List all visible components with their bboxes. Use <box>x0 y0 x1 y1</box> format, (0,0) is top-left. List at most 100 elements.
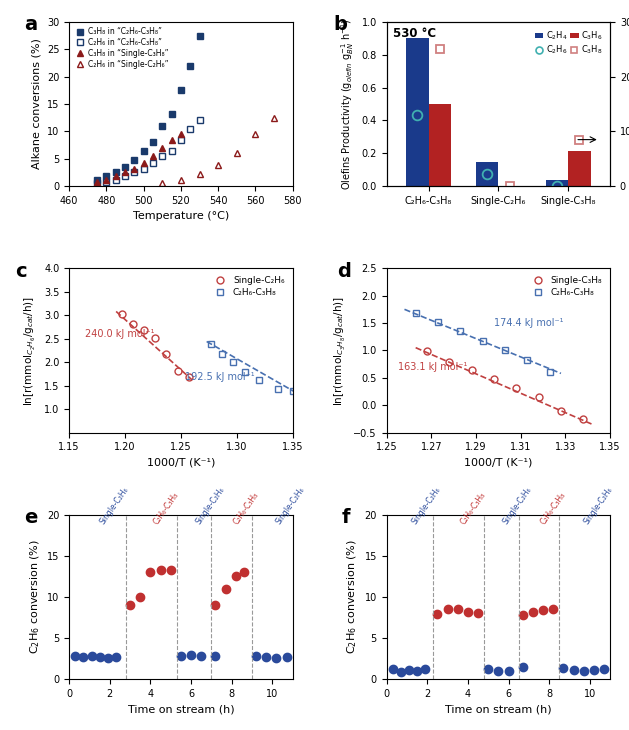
Line: C₃H₈ in “Single-C₃H₈”: C₃H₈ in “Single-C₃H₈” <box>94 131 184 185</box>
Text: Single-C₂H₆: Single-C₂H₆ <box>410 485 442 526</box>
Single-C₂H₆ <box>118 310 126 318</box>
C₂H₆-C₃H₈ <box>241 368 248 377</box>
C₂H₆-C₃H₈ <box>546 368 554 377</box>
Single-C₃H₈ <box>468 365 476 374</box>
Y-axis label: Olefins Productivity (g$_{olefin}$ g$_{BN}^{-1}$ h$^{-1}$): Olefins Productivity (g$_{olefin}$ g$_{B… <box>339 18 356 190</box>
Legend: C$_2$H$_4$, C$_2$H$_6$, C$_3$H$_6$, C$_3$H$_8$: C$_2$H$_4$, C$_2$H$_6$, C$_3$H$_6$, C$_3… <box>532 26 606 59</box>
C₂H₆ in “C₂H₆-C₃H₈” <box>103 177 110 186</box>
Text: 174.4 kJ mol⁻¹: 174.4 kJ mol⁻¹ <box>494 318 564 328</box>
Bar <box>428 104 451 186</box>
C₂H₆ in “Single-C₂H₆” <box>270 113 278 122</box>
C₂H₆ in “C₂H₆-C₃H₈” <box>121 172 129 180</box>
C₂H₆ in “C₂H₆-C₃H₈” <box>168 146 175 155</box>
C₂H₆-C₃H₈ <box>501 346 509 355</box>
Bar <box>546 180 568 186</box>
C₃H₈ in “C₂H₆-C₃H₈” <box>186 61 194 70</box>
C₃H₈ in “Single-C₃H₈” <box>177 130 185 139</box>
Bar <box>406 38 428 186</box>
C₃H₈ in “C₂H₆-C₃H₈” <box>168 110 175 118</box>
Single-C₂H₆ <box>152 334 159 342</box>
Legend: C₃H₈ in “C₂H₆-C₃H₈”, C₂H₆ in “C₂H₆-C₃H₈”, C₃H₈ in “Single-C₃H₈”, C₂H₆ in “Single: C₃H₈ in “C₂H₆-C₃H₈”, C₂H₆ in “C₂H₆-C₃H₈”… <box>73 26 170 71</box>
C₂H₆ in “Single-C₂H₆” <box>233 149 241 158</box>
Text: 192.5 kJ mol⁻¹: 192.5 kJ mol⁻¹ <box>186 372 255 382</box>
C₂H₆ in “C₂H₆-C₃H₈” <box>131 168 138 177</box>
C₂H₆-C₃H₈ <box>218 350 226 358</box>
Single-C₃H₈ <box>423 347 431 356</box>
Legend: Single-C₂H₆, C₂H₆-C₃H₈: Single-C₂H₆, C₂H₆-C₃H₈ <box>211 273 288 301</box>
C₃H₈ in “C₂H₆-C₃H₈” <box>196 31 203 40</box>
Line: C₂H₆ in “C₂H₆-C₃H₈”: C₂H₆ in “C₂H₆-C₃H₈” <box>94 118 203 187</box>
C₂H₆ in “Single-C₂H₆” <box>214 161 222 170</box>
X-axis label: 1000/T (K⁻¹): 1000/T (K⁻¹) <box>147 458 215 468</box>
C₃H₈ in “Single-C₃H₈” <box>103 175 110 184</box>
Single-C₃H₈ <box>490 374 498 383</box>
Text: Single-C₂H₆: Single-C₂H₆ <box>194 485 226 526</box>
Single-C₂H₆ <box>174 366 181 375</box>
Text: b: b <box>333 15 347 34</box>
Text: C₂H₆-C₃H₈: C₂H₆-C₃H₈ <box>459 491 487 526</box>
Line: Single-C₃H₈: Single-C₃H₈ <box>423 348 587 423</box>
Single-C₂H₆ <box>140 326 148 334</box>
Single-C₃H₈ <box>513 383 520 392</box>
C₂H₆-C₃H₈ <box>208 340 215 349</box>
C₃H₈ in “C₂H₆-C₃H₈” <box>131 155 138 164</box>
C₃H₈ in “C₂H₆-C₃H₈” <box>140 146 147 155</box>
C₃H₈ in “Single-C₃H₈” <box>93 177 101 186</box>
C₂H₆ in “Single-C₂H₆” <box>252 130 259 139</box>
C₃H₈ in “C₂H₆-C₃H₈” <box>159 121 166 130</box>
C₃H₈ in “C₂H₆-C₃H₈” <box>177 86 185 95</box>
X-axis label: Temperature (°C): Temperature (°C) <box>133 212 229 221</box>
Line: C₂H₆-C₃H₈: C₂H₆-C₃H₈ <box>412 310 554 376</box>
C₂H₆ in “C₂H₆-C₃H₈” <box>186 124 194 133</box>
Y-axis label: C$_2$H$_6$ conversion (%): C$_2$H$_6$ conversion (%) <box>28 539 42 654</box>
C₃H₈ in “Single-C₃H₈” <box>159 143 166 152</box>
C₂H₆ in “Single-C₂H₆” <box>159 179 166 188</box>
C₂H₆ in “C₂H₆-C₃H₈” <box>149 158 157 167</box>
Text: Single-C₂H₆: Single-C₂H₆ <box>274 485 307 526</box>
C₂H₆-C₃H₈ <box>230 358 237 366</box>
Text: d: d <box>337 261 352 281</box>
X-axis label: Time on stream (h): Time on stream (h) <box>128 704 234 714</box>
Single-C₂H₆ <box>185 373 192 382</box>
C₂H₆ in “C₂H₆-C₃H₈” <box>196 116 203 125</box>
C₂H₆-C₃H₈ <box>434 318 442 326</box>
C₂H₆-C₃H₈ <box>479 336 486 345</box>
Text: 240.0 kJ mol⁻¹: 240.0 kJ mol⁻¹ <box>85 329 154 339</box>
Single-C₂H₆ <box>163 350 170 358</box>
C₃H₈ in “Single-C₃H₈” <box>149 152 157 161</box>
Bar <box>568 151 591 186</box>
Text: 163.1 kJ mol⁻¹: 163.1 kJ mol⁻¹ <box>398 362 467 372</box>
C₂H₆ in “C₂H₆-C₃H₈” <box>112 175 120 184</box>
X-axis label: Time on stream (h): Time on stream (h) <box>445 704 552 714</box>
Y-axis label: ln[r(mmol$_{C_3H_8}$/g$_{cat}$/h)]: ln[r(mmol$_{C_3H_8}$/g$_{cat}$/h)] <box>333 296 348 405</box>
Line: C₃H₈ in “C₂H₆-C₃H₈”: C₃H₈ in “C₂H₆-C₃H₈” <box>94 32 203 183</box>
C₂H₆-C₃H₈ <box>524 356 532 364</box>
C₃H₈ in “Single-C₃H₈” <box>112 172 120 180</box>
C₃H₈ in “Single-C₃H₈” <box>168 135 175 144</box>
Line: Single-C₂H₆: Single-C₂H₆ <box>118 311 192 380</box>
C₂H₆ in “C₂H₆-C₃H₈” <box>140 164 147 173</box>
Single-C₃H₈ <box>535 393 542 402</box>
Text: 530 °C: 530 °C <box>393 27 437 40</box>
Text: Single-C₂H₆: Single-C₂H₆ <box>501 485 534 526</box>
Line: C₂H₆ in “Single-C₂H₆”: C₂H₆ in “Single-C₂H₆” <box>159 114 277 187</box>
C₂H₆ in “Single-C₂H₆” <box>196 170 203 179</box>
Single-C₃H₈ <box>557 406 565 415</box>
Single-C₂H₆ <box>129 319 136 328</box>
Single-C₃H₈ <box>445 358 453 367</box>
C₂H₆ in “Single-C₂H₆” <box>177 175 185 184</box>
Text: C₂H₆-C₃H₈: C₂H₆-C₃H₈ <box>231 491 260 526</box>
Bar <box>476 162 498 186</box>
C₂H₆-C₃H₈ <box>289 387 296 396</box>
Text: Single-C₂H₆: Single-C₂H₆ <box>97 485 130 526</box>
C₃H₈ in “C₂H₆-C₃H₈” <box>112 168 120 177</box>
C₃H₈ in “Single-C₃H₈” <box>131 164 138 173</box>
Text: c: c <box>16 261 27 281</box>
C₃H₈ in “Single-C₃H₈” <box>121 168 129 177</box>
C₂H₆-C₃H₈ <box>274 385 282 393</box>
Legend: Single-C₃H₈, C₂H₆-C₃H₈: Single-C₃H₈, C₂H₆-C₃H₈ <box>529 273 606 301</box>
Y-axis label: C$_2$H$_6$ conversion (%): C$_2$H$_6$ conversion (%) <box>345 539 359 654</box>
Text: e: e <box>25 508 38 527</box>
C₂H₆-C₃H₈ <box>412 309 420 318</box>
X-axis label: 1000/T (K⁻¹): 1000/T (K⁻¹) <box>464 458 533 468</box>
